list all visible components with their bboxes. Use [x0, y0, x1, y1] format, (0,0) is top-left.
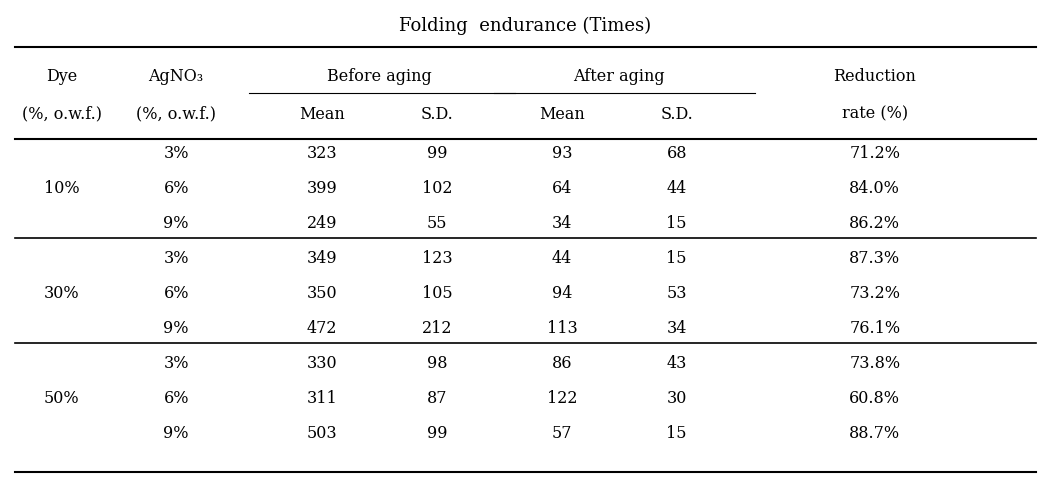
Text: 87: 87	[427, 390, 447, 407]
Text: 9%: 9%	[164, 425, 189, 442]
Text: Mean: Mean	[539, 106, 584, 123]
Text: 86.2%: 86.2%	[849, 215, 901, 232]
Text: 50%: 50%	[44, 390, 79, 407]
Text: 113: 113	[547, 320, 577, 337]
Text: 94: 94	[552, 285, 572, 302]
Text: 330: 330	[307, 355, 337, 372]
Text: 71.2%: 71.2%	[849, 145, 901, 162]
Text: 350: 350	[307, 285, 337, 302]
Text: 68: 68	[666, 145, 687, 162]
Text: 93: 93	[552, 145, 572, 162]
Text: 86: 86	[552, 355, 572, 372]
Text: 349: 349	[307, 250, 337, 267]
Text: 15: 15	[666, 425, 687, 442]
Text: 99: 99	[427, 425, 447, 442]
Text: 15: 15	[666, 215, 687, 232]
Text: 44: 44	[666, 180, 686, 197]
Text: 55: 55	[427, 215, 447, 232]
Text: 102: 102	[421, 180, 452, 197]
Text: 3%: 3%	[164, 250, 189, 267]
Text: 9%: 9%	[164, 215, 189, 232]
Text: 88.7%: 88.7%	[849, 425, 901, 442]
Text: After aging: After aging	[574, 69, 665, 85]
Text: 99: 99	[427, 145, 447, 162]
Text: 15: 15	[666, 250, 687, 267]
Text: 30: 30	[666, 390, 687, 407]
Text: 98: 98	[427, 355, 447, 372]
Text: (%, o.w.f.): (%, o.w.f.)	[137, 106, 217, 123]
Text: 3%: 3%	[164, 145, 189, 162]
Text: 34: 34	[666, 320, 687, 337]
Text: Dye: Dye	[46, 69, 77, 85]
Text: 3%: 3%	[164, 355, 189, 372]
Text: 87.3%: 87.3%	[849, 250, 901, 267]
Text: Mean: Mean	[300, 106, 345, 123]
Text: 399: 399	[307, 180, 337, 197]
Text: 73.8%: 73.8%	[849, 355, 901, 372]
Text: 105: 105	[421, 285, 452, 302]
Text: 9%: 9%	[164, 320, 189, 337]
Text: rate (%): rate (%)	[842, 106, 908, 123]
Text: 6%: 6%	[164, 285, 189, 302]
Text: 53: 53	[666, 285, 687, 302]
Text: Folding  endurance (Times): Folding endurance (Times)	[399, 17, 652, 35]
Text: 311: 311	[307, 390, 337, 407]
Text: 43: 43	[666, 355, 687, 372]
Text: 76.1%: 76.1%	[849, 320, 901, 337]
Text: (%, o.w.f.): (%, o.w.f.)	[21, 106, 102, 123]
Text: 10%: 10%	[44, 180, 79, 197]
Text: Reduction: Reduction	[833, 69, 916, 85]
Text: 6%: 6%	[164, 180, 189, 197]
Text: AgNO₃: AgNO₃	[148, 69, 204, 85]
Text: 44: 44	[552, 250, 572, 267]
Text: Before aging: Before aging	[327, 69, 432, 85]
Text: 503: 503	[307, 425, 337, 442]
Text: 249: 249	[307, 215, 337, 232]
Text: 57: 57	[552, 425, 572, 442]
Text: 472: 472	[307, 320, 337, 337]
Text: 6%: 6%	[164, 390, 189, 407]
Text: 123: 123	[421, 250, 452, 267]
Text: 34: 34	[552, 215, 572, 232]
Text: 30%: 30%	[44, 285, 79, 302]
Text: 323: 323	[307, 145, 337, 162]
Text: 60.8%: 60.8%	[849, 390, 901, 407]
Text: 64: 64	[552, 180, 572, 197]
Text: S.D.: S.D.	[420, 106, 453, 123]
Text: 73.2%: 73.2%	[849, 285, 901, 302]
Text: 212: 212	[421, 320, 452, 337]
Text: 122: 122	[547, 390, 577, 407]
Text: 84.0%: 84.0%	[849, 180, 901, 197]
Text: S.D.: S.D.	[660, 106, 693, 123]
